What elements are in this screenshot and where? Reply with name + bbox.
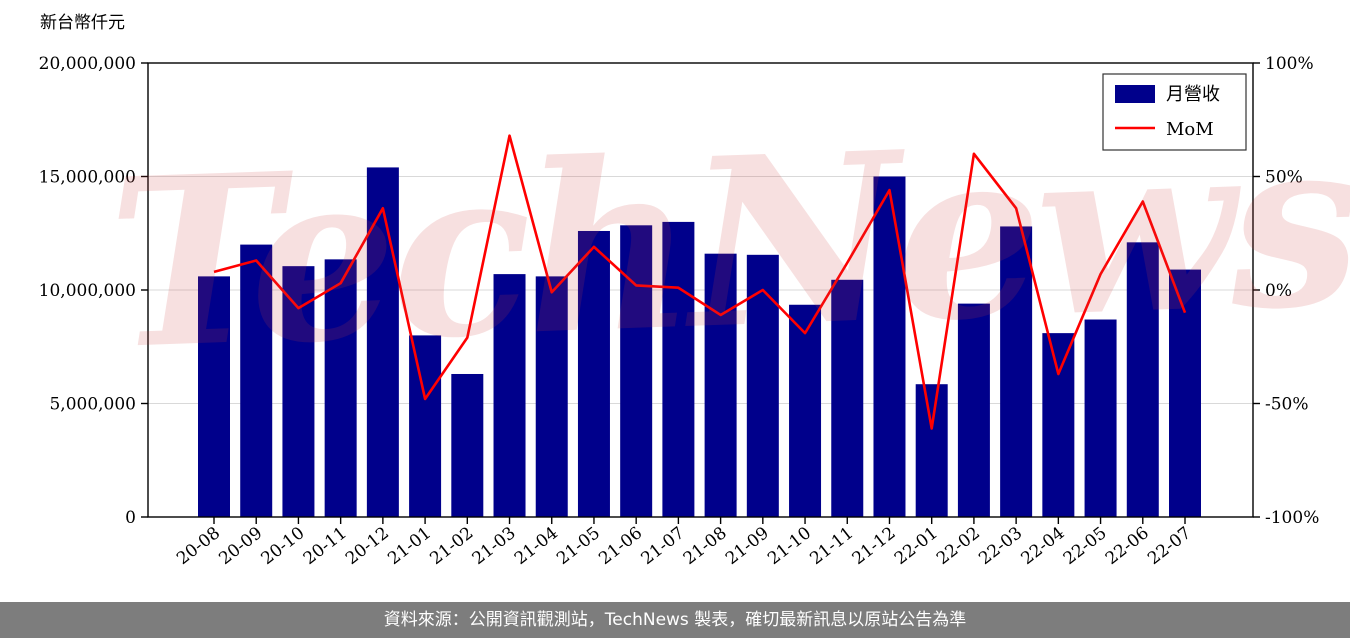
revenue-bar [1084, 319, 1117, 517]
revenue-bar [873, 176, 906, 517]
revenue-bar [831, 279, 864, 517]
revenue-bar [577, 230, 610, 518]
x-tick-label: 21-02 [426, 523, 477, 569]
y-left-tick-label: 10,000,000 [39, 281, 136, 301]
revenue-bar [620, 225, 653, 517]
revenue-bar [915, 384, 948, 517]
x-tick-label: 21-03 [469, 523, 520, 569]
y-right-tick-label: -100% [1265, 508, 1319, 528]
revenue-bar [493, 274, 526, 517]
y-left-tick-label: 15,000,000 [39, 168, 136, 188]
x-tick-label: 21-09 [722, 523, 773, 569]
revenue-bar [282, 266, 315, 517]
x-tick-label: 22-03 [975, 523, 1026, 569]
y-left-tick-label: 0 [125, 508, 136, 528]
revenue-bar [704, 253, 737, 517]
y-axis-title: 新台幣仟元 [40, 13, 125, 33]
revenue-bar [1126, 242, 1159, 517]
y-left-tick-label: 5,000,000 [49, 395, 136, 415]
x-tick-label: 22-02 [933, 523, 984, 569]
x-tick-label: 20-08 [173, 523, 224, 569]
legend-mom-label: MoM [1166, 119, 1214, 140]
x-tick-label: 22-06 [1102, 523, 1153, 569]
x-tick-label: 22-04 [1017, 523, 1068, 569]
x-tick-label: 20-12 [342, 523, 393, 569]
revenue-bar [957, 303, 990, 517]
x-tick-label: 20-11 [300, 523, 351, 569]
revenue-bar [535, 276, 568, 517]
x-tick-label: 21-01 [384, 523, 435, 569]
legend-revenue-label: 月營收 [1166, 84, 1220, 105]
revenue-bar [1042, 333, 1075, 517]
revenue-chart: 新台幣仟元 0 5,000,000 10,000,000 15,000,000 20,00… [39, 13, 1350, 569]
source-text: 資料來源：公開資訊觀測站，TechNews 製表，確切最新訊息以原站公告為準 [383, 610, 967, 630]
x-tick-label: 21-04 [511, 523, 562, 569]
mom-line [213, 134, 1187, 430]
revenue-bar [746, 254, 779, 517]
revenue-bar [662, 221, 695, 517]
x-tick-label: 21-07 [638, 523, 689, 569]
x-tick-label: 21-06 [595, 523, 646, 569]
x-tick-label: 21-10 [764, 523, 815, 569]
y-right-tick-label: 100% [1265, 54, 1314, 74]
source-footer: 資料來源：公開資訊觀測站，TechNews 製表，確切最新訊息以原站公告為準 [0, 602, 1350, 638]
revenue-bar [1169, 269, 1201, 517]
y-right-tick-label: 50% [1265, 168, 1303, 188]
revenue-bar [409, 335, 442, 517]
revenue-bar [1000, 226, 1033, 517]
revenue-bar [198, 276, 230, 517]
x-tick-label: 22-01 [891, 523, 942, 569]
x-tick-label: 22-07 [1144, 523, 1195, 569]
x-tick-label: 21-11 [806, 523, 857, 569]
y-right-tick-label: 0% [1265, 281, 1292, 301]
x-tick-label: 20-09 [215, 523, 266, 569]
revenue-bar [324, 259, 357, 517]
legend-revenue-swatch [1115, 85, 1155, 103]
revenue-bar [366, 167, 399, 518]
x-tick-label: 20-10 [258, 523, 309, 569]
x-tick-label: 21-12 [849, 523, 900, 569]
revenue-bar [789, 304, 822, 517]
x-tick-label: 22-05 [1060, 523, 1111, 569]
revenue-bar [451, 373, 484, 517]
y-left-tick-label: 20,000,000 [39, 54, 136, 74]
revenue-bar [240, 244, 273, 517]
x-tick-label: 21-08 [680, 523, 731, 569]
y-right-tick-label: -50% [1265, 395, 1309, 415]
chart-canvas: 新台幣仟元 0 5,000,000 10,000,000 15,000,000 20,00… [39, 13, 1320, 569]
x-tick-label: 21-05 [553, 523, 604, 569]
